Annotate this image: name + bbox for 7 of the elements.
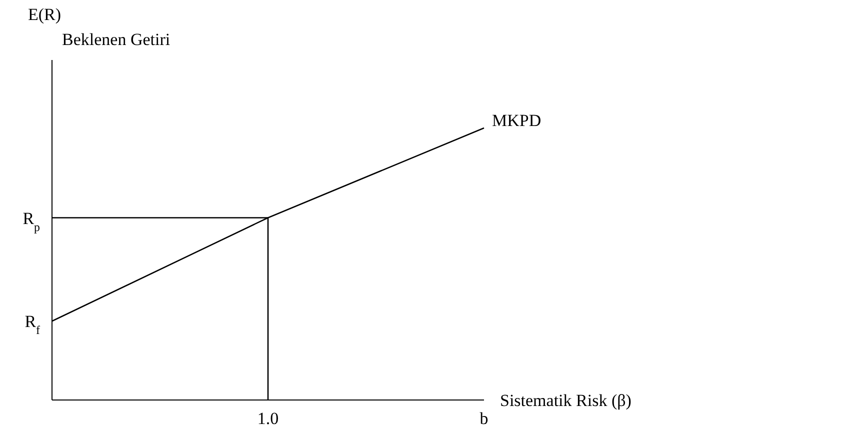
y-axis-title: E(R) Beklenen Getiri [28,5,170,49]
x-tick-label: b [480,409,488,428]
text: R$_{p}$ [22,208,40,234]
series-label: MKPD [492,111,542,130]
x-axis-title: Sistematik Risk (β) [500,391,632,410]
x-tick-label: 1.0 [257,409,279,428]
text: R$_{f}$ [24,312,40,338]
